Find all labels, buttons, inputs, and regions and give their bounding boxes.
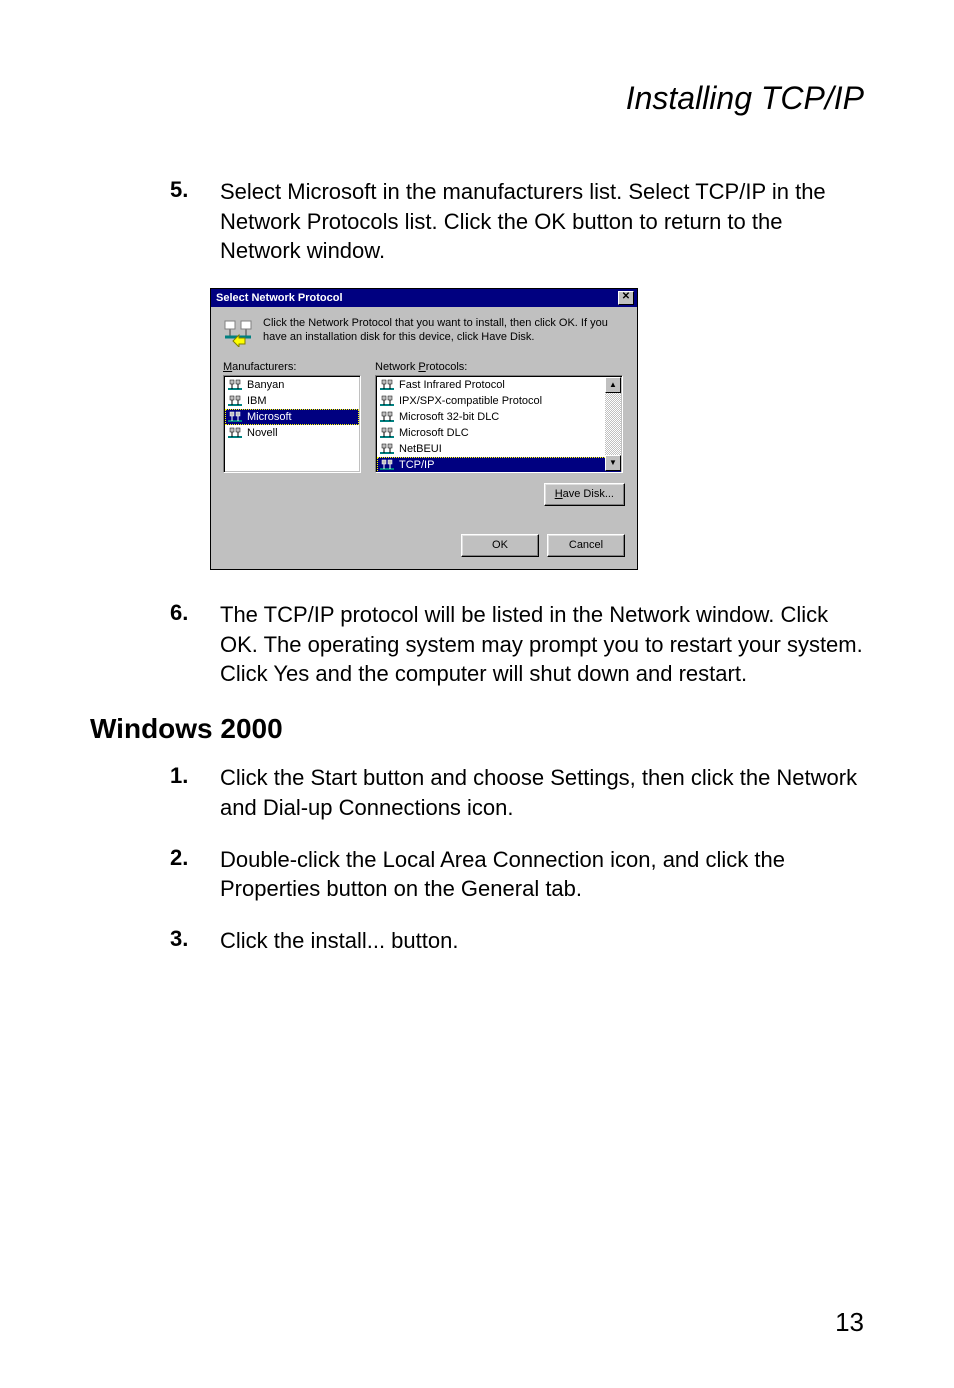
network-protocol-icon <box>379 426 395 440</box>
list-item-label: Microsoft DLC <box>399 427 469 439</box>
list-item-label: Microsoft 32-bit DLC <box>399 411 499 423</box>
scroll-track[interactable] <box>605 393 621 455</box>
dialog-titlebar: Select Network Protocol ✕ <box>211 289 637 307</box>
step-number: 6. <box>170 600 220 689</box>
page-title: Installing TCP/IP <box>90 80 864 117</box>
manufacturers-listbox[interactable]: Banyan IBM Microsoft Novell <box>223 375 361 473</box>
scrollbar[interactable]: ▲ ▼ <box>605 377 621 471</box>
have-disk-button[interactable]: Have Disk... <box>544 483 625 506</box>
step-number: 3. <box>170 926 220 956</box>
step-number: 5. <box>170 177 220 266</box>
step-2: 2. Double-click the Local Area Connectio… <box>90 845 864 904</box>
step-text: Click the Start button and choose Settin… <box>220 763 864 822</box>
list-item-label: TCP/IP <box>399 459 434 471</box>
dialog-title: Select Network Protocol <box>214 292 343 304</box>
step-text: Select Microsoft in the manufacturers li… <box>220 177 864 266</box>
network-protocol-icon <box>227 378 243 392</box>
close-icon[interactable]: ✕ <box>618 291 634 305</box>
list-item[interactable]: Banyan <box>225 377 359 393</box>
network-protocol-icon <box>379 458 395 472</box>
list-item[interactable]: TCP/IP <box>377 457 621 473</box>
list-item[interactable]: Microsoft 32-bit DLC <box>377 409 621 425</box>
list-item[interactable]: IPX/SPX-compatible Protocol <box>377 393 621 409</box>
list-item-label: Fast Infrared Protocol <box>399 379 505 391</box>
select-network-protocol-dialog: Select Network Protocol ✕ <box>210 288 638 570</box>
list-item[interactable]: Microsoft <box>225 409 359 425</box>
list-item-label: NetBEUI <box>399 443 442 455</box>
network-protocol-icon <box>379 410 395 424</box>
list-item-label: Microsoft <box>247 411 292 423</box>
list-item-label: IPX/SPX-compatible Protocol <box>399 395 542 407</box>
network-protocol-icon <box>379 378 395 392</box>
step-text: The TCP/IP protocol will be listed in th… <box>220 600 864 689</box>
list-item[interactable]: Fast Infrared Protocol <box>377 377 621 393</box>
network-protocol-icon <box>379 394 395 408</box>
list-item-label: Novell <box>247 427 278 439</box>
cancel-button[interactable]: Cancel <box>547 534 625 557</box>
step-5: 5. Select Microsoft in the manufacturers… <box>90 177 864 266</box>
network-protocol-icon <box>227 410 243 424</box>
scroll-up-icon[interactable]: ▲ <box>605 377 621 393</box>
step-3: 3. Click the install... button. <box>90 926 864 956</box>
network-protocol-icon <box>227 426 243 440</box>
protocol-icon <box>223 317 253 347</box>
section-heading-windows-2000: Windows 2000 <box>90 713 864 745</box>
list-item-label: Banyan <box>247 379 284 391</box>
list-item[interactable]: IBM <box>225 393 359 409</box>
step-number: 2. <box>170 845 220 904</box>
protocols-label: Network Protocols: <box>375 361 623 373</box>
list-item[interactable]: NetBEUI <box>377 441 621 457</box>
step-number: 1. <box>170 763 220 822</box>
step-1: 1. Click the Start button and choose Set… <box>90 763 864 822</box>
protocols-listbox[interactable]: Fast Infrared Protocol IPX/SPX-compatible… <box>375 375 623 473</box>
manufacturers-label: Manufacturers: <box>223 361 361 373</box>
list-item[interactable]: Microsoft DLC <box>377 425 621 441</box>
step-6: 6. The TCP/IP protocol will be listed in… <box>90 600 864 689</box>
page-number: 13 <box>835 1307 864 1338</box>
network-protocol-icon <box>379 442 395 456</box>
scroll-down-icon[interactable]: ▼ <box>605 455 621 471</box>
list-item-label: IBM <box>247 395 267 407</box>
step-text: Double-click the Local Area Connection i… <box>220 845 864 904</box>
ok-button[interactable]: OK <box>461 534 539 557</box>
dialog-info-text: Click the Network Protocol that you want… <box>263 317 625 347</box>
network-protocol-icon <box>227 394 243 408</box>
step-text: Click the install... button. <box>220 926 458 956</box>
list-item[interactable]: Novell <box>225 425 359 441</box>
